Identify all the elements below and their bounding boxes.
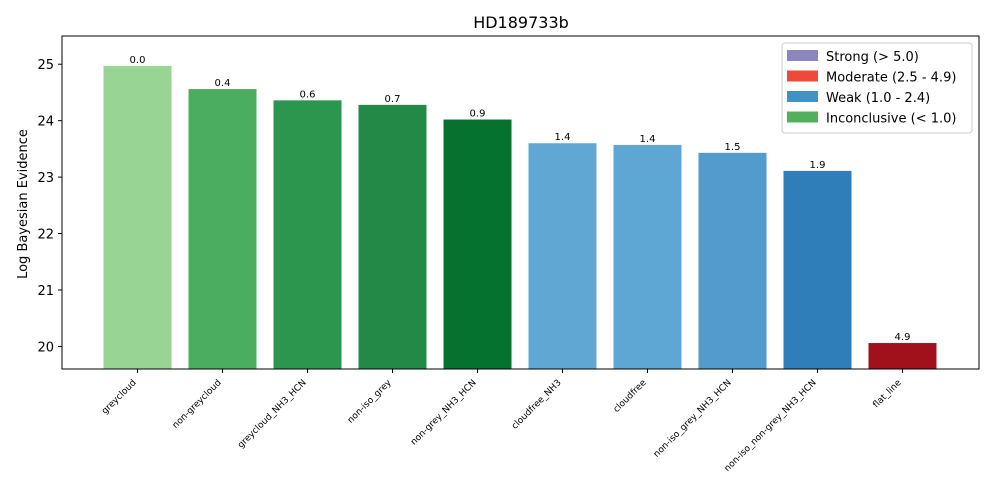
- legend-box: [781, 42, 973, 134]
- data-label: 0.0: [130, 55, 146, 66]
- bar: [528, 143, 597, 369]
- legend-swatch: [787, 50, 818, 61]
- data-label: 0.7: [385, 94, 401, 105]
- data-label: 4.9: [895, 332, 911, 343]
- legend-label: Strong (> 5.0): [826, 50, 919, 65]
- bar: [103, 65, 172, 369]
- bar: [613, 144, 682, 369]
- bar: [273, 100, 342, 369]
- data-labels-group: 0.0 0.4 0.6 0.7 0.9 1.4 1.4 1.5 1.9 4.9: [130, 55, 911, 343]
- legend-label: Inconclusive (< 1.0): [826, 112, 956, 127]
- data-label: 0.9: [470, 109, 486, 120]
- x-tick-label: cloudfree: [612, 378, 649, 415]
- legend-swatch: [787, 70, 818, 82]
- legend-swatch: [787, 91, 818, 102]
- plot-frame: [61, 35, 980, 370]
- y-axis-label: Log Bayesian Evidence: [16, 129, 31, 279]
- x-tick-label: non-iso_grey_NH3_HCN: [652, 378, 734, 460]
- legend: Strong (> 5.0) Moderate (2.5 - 4.9) Weak (…: [781, 42, 973, 134]
- x-tick-label: greycloud: [100, 378, 139, 417]
- data-label: 1.4: [555, 132, 571, 143]
- x-tick-label: non-greycloud: [171, 378, 224, 431]
- y-tick-label: 23: [37, 171, 54, 186]
- bar: [188, 89, 257, 370]
- x-tick-label: flat_line: [871, 378, 903, 410]
- bar: [868, 343, 937, 369]
- x-tick-label: greycloud_NH3_HCN: [236, 378, 308, 450]
- y-tick-label: 21: [37, 284, 54, 299]
- y-tick-label: 24: [37, 115, 54, 130]
- data-label: 1.9: [810, 160, 826, 171]
- x-tick-label: non-iso_grey: [346, 378, 394, 426]
- x-tick-label: non-iso_non-grey_NH3_HCN: [723, 378, 819, 474]
- chart-title: HD189733b: [473, 13, 569, 32]
- bar: [358, 104, 427, 369]
- x-tick-label: cloudfree_NH3: [510, 378, 564, 432]
- x-axis: greycloud non-greycloud greycloud_NH3_HCN n…: [100, 369, 904, 474]
- y-tick-label: 25: [37, 58, 54, 73]
- data-label: 0.4: [215, 78, 231, 89]
- y-axis: 20 21 22 23 24 25: [37, 58, 62, 355]
- bars-group: [103, 65, 937, 370]
- y-tick-label: 20: [37, 340, 54, 355]
- data-label: 0.6: [300, 89, 316, 100]
- legend-label: Moderate (2.5 - 4.9): [826, 71, 956, 86]
- bar: [443, 119, 512, 370]
- data-label: 1.4: [640, 134, 656, 145]
- legend-swatch: [787, 111, 818, 123]
- data-label: 1.5: [725, 142, 741, 153]
- legend-label: Weak (1.0 - 2.4): [826, 91, 930, 106]
- bar: [783, 170, 852, 369]
- y-tick-label: 22: [37, 228, 54, 243]
- bar: [698, 152, 767, 369]
- x-tick-label: non-grey_NH3_HCN: [409, 378, 478, 447]
